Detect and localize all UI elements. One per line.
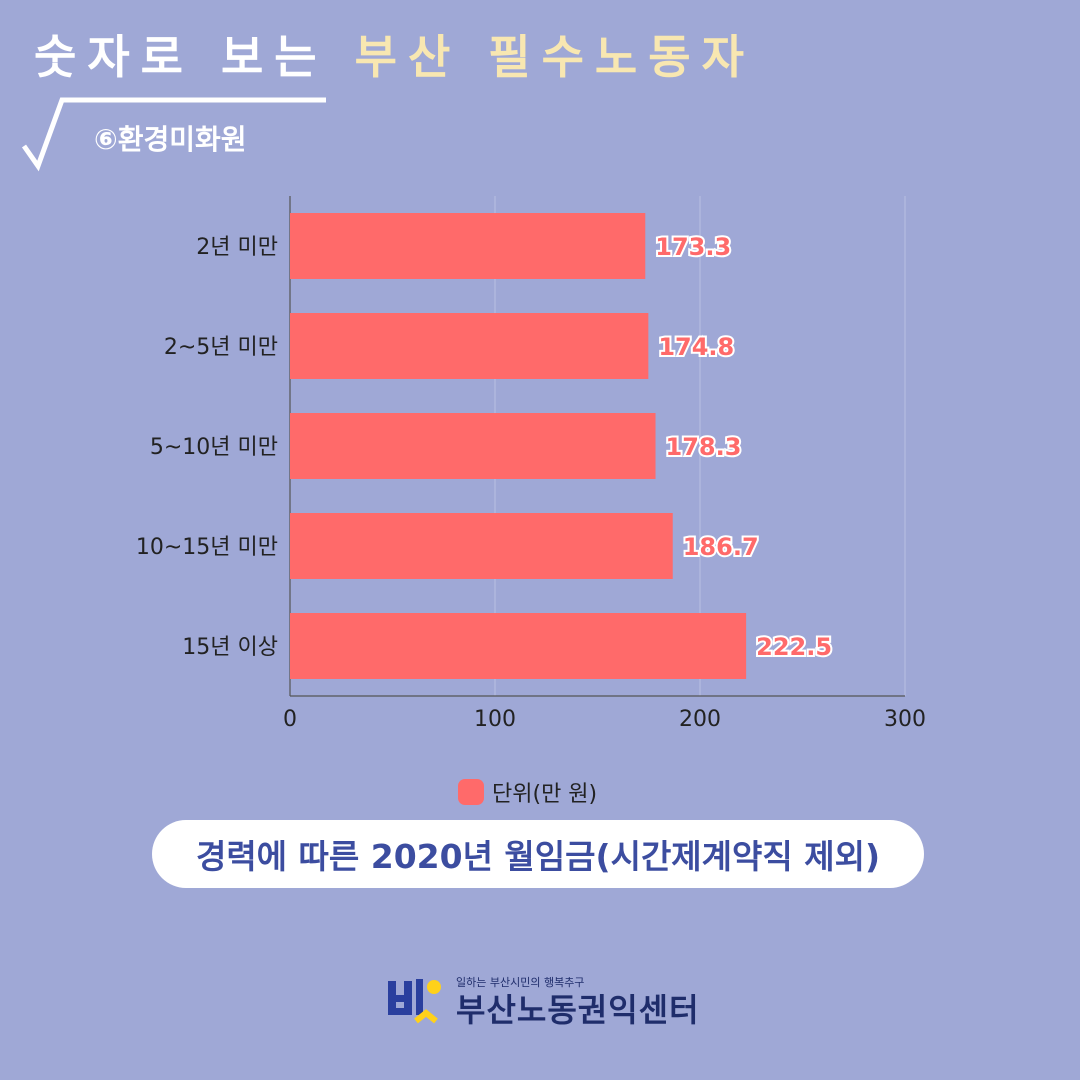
bar: [290, 313, 649, 379]
legend-swatch: [458, 779, 484, 805]
bar-chart: 0 100 200 300 2년 미만 173.3 2~5년 미만 174.8 5~10년 미만…: [136, 196, 926, 732]
logo-name: 부산노동권익센터: [456, 991, 700, 1029]
title-white-part: 숫자로 보는: [34, 30, 328, 84]
x-tick-label: 100: [474, 707, 516, 732]
title-yellow-part: 부산 필수노동자: [354, 30, 755, 84]
subtitle: ⑥환경미화원: [94, 123, 247, 156]
data-label: 186.7: [683, 533, 759, 561]
bar: [290, 213, 646, 279]
category-label: 2년 미만: [196, 235, 278, 260]
x-tick-label: 300: [884, 707, 926, 732]
bar: [290, 513, 673, 579]
category-label: 15년 이상: [182, 635, 278, 660]
data-label: 222.5: [756, 633, 832, 661]
data-label: 178.3: [666, 433, 742, 461]
chart-caption: 경력에 따른 2020년 월임금(시간제계약직 제외): [152, 820, 924, 888]
page-title: 숫자로 보는 부산 필수노동자: [34, 22, 755, 92]
data-label: 174.8: [658, 333, 734, 361]
bar: [290, 613, 747, 679]
category-label: 2~5년 미만: [164, 335, 278, 360]
category-label: 5~10년 미만: [150, 435, 278, 460]
category-label: 10~15년 미만: [136, 535, 278, 560]
logo: 일하는 부산시민의 행복추구 부산노동권익센터: [386, 975, 700, 1031]
data-label: 173.3: [655, 233, 731, 261]
x-tick-label: 0: [283, 707, 297, 732]
bar: [290, 413, 656, 479]
x-tick-label: 200: [679, 707, 721, 732]
chart-legend: 단위(만 원): [458, 776, 597, 808]
logo-tagline: 일하는 부산시민의 행복추구: [456, 976, 585, 989]
legend-label: 단위(만 원): [492, 782, 598, 807]
logo-mark-icon: [386, 975, 442, 1031]
check-mark-icon: [21, 97, 326, 172]
